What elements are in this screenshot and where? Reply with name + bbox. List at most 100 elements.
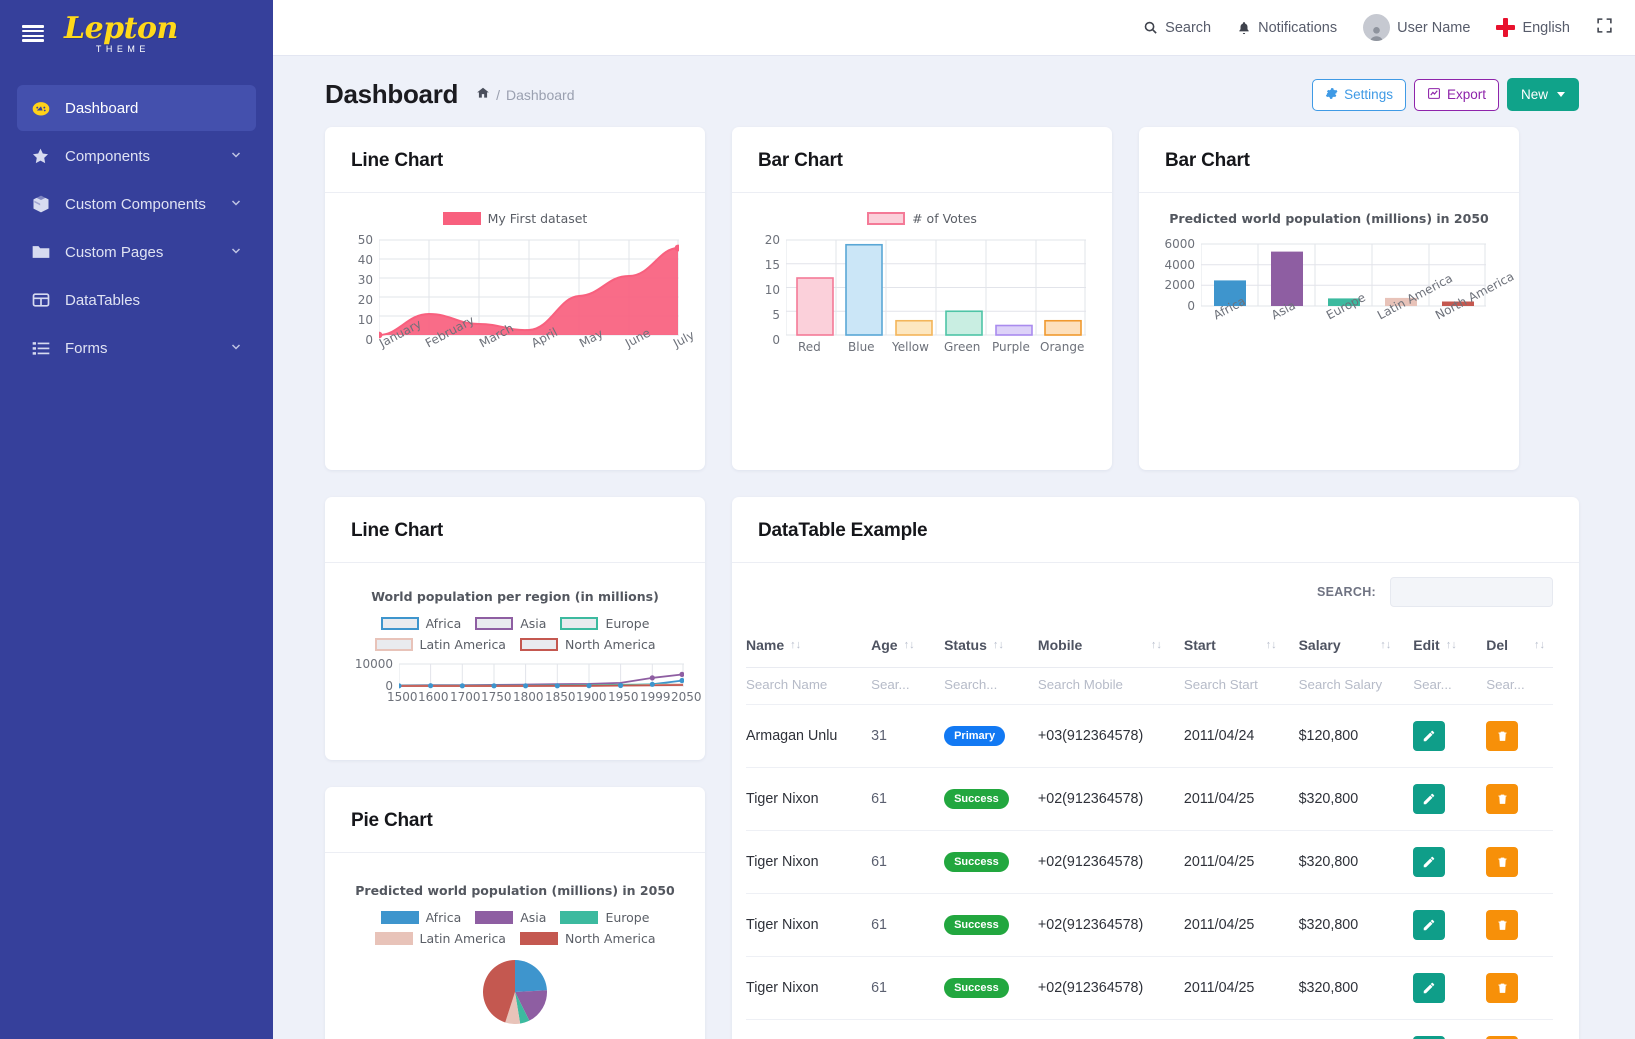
column-header-status[interactable]: Status ↑↓	[944, 625, 1038, 668]
card-bar-chart-2: Bar Chart Predicted world population (mi…	[1139, 127, 1519, 470]
legend-swatch	[475, 617, 514, 630]
settings-button[interactable]: Settings	[1312, 78, 1406, 111]
column-header-start[interactable]: Start ↑↓	[1183, 625, 1299, 668]
trash-icon[interactable]	[1486, 847, 1519, 877]
legend-item: Asia	[475, 910, 546, 925]
divider	[325, 192, 705, 193]
filter-cell-del[interactable]: Sear...	[1486, 667, 1553, 705]
column-header-salary[interactable]: Salary ↑↓	[1298, 625, 1414, 668]
new-button[interactable]: New	[1506, 78, 1579, 111]
sidebar: Lepton THEME Dashboard Components Custom…	[0, 0, 273, 1039]
sidebar-item-label: Dashboard	[65, 99, 139, 117]
sidebar-item-custom-components[interactable]: Custom Components	[17, 181, 256, 227]
chevron-down-icon[interactable]	[230, 196, 242, 213]
cell-status: Success	[944, 893, 1038, 957]
filter-cell-name[interactable]: Search Name	[746, 667, 872, 705]
breadcrumb-separator: /	[496, 86, 500, 103]
home-icon[interactable]	[476, 86, 490, 103]
sidebar-item-label: Custom Pages	[65, 243, 164, 261]
column-header-edit[interactable]: Edit ↑↓	[1413, 625, 1487, 668]
legend-label: Asia	[520, 616, 547, 631]
cell-status: Success	[944, 767, 1038, 831]
pencil-icon[interactable]	[1413, 1036, 1446, 1039]
column-header-name[interactable]: Name ↑↓	[746, 625, 872, 668]
filter-placeholder: Search Mobile	[1037, 677, 1123, 692]
legend-item: North America	[519, 931, 655, 946]
pencil-icon[interactable]	[1413, 910, 1446, 940]
cell-mobile: +02(912364578)	[1037, 767, 1184, 831]
chevron-down-icon[interactable]	[230, 340, 242, 357]
trash-icon[interactable]	[1486, 973, 1519, 1003]
notifications-button[interactable]: Notifications	[1237, 20, 1337, 36]
legend-swatch	[380, 617, 419, 630]
column-header-del[interactable]: Del ↑↓	[1486, 625, 1553, 668]
trash-icon[interactable]	[1486, 784, 1519, 814]
table-row: Tiger Nixon61Success+02(912364578)2011/0…	[746, 1019, 1553, 1039]
datatable-head: Name ↑↓ Age ↑↓ Status ↑↓ Mobile ↑↓ Start ↑↓ S…	[746, 625, 1553, 705]
filter-cell-mobile[interactable]: Search Mobile	[1037, 667, 1184, 705]
card-title: Bar Chart	[758, 150, 843, 171]
chevron-down-icon[interactable]	[230, 244, 242, 261]
pencil-icon[interactable]	[1413, 847, 1446, 877]
filter-placeholder: Search...	[944, 677, 998, 692]
column-header-mobile[interactable]: Mobile ↑↓	[1037, 625, 1184, 668]
cell-salary: $320,800	[1298, 893, 1414, 957]
chevron-down-icon[interactable]	[230, 148, 242, 165]
star-icon	[31, 147, 65, 166]
cell-status: Primary	[944, 704, 1038, 768]
cell-status: Success	[944, 956, 1038, 1020]
language-label: English	[1522, 19, 1570, 36]
pencil-icon[interactable]	[1413, 721, 1446, 751]
cell-start: 2011/04/24	[1183, 704, 1299, 768]
sidebar-item-datatables[interactable]: DataTables	[17, 277, 256, 323]
app-logo[interactable]: Lepton THEME	[64, 13, 178, 54]
filter-cell-status[interactable]: Search...	[944, 667, 1038, 705]
card-title: Line Chart	[351, 150, 443, 171]
cell-start: 2011/04/25	[1183, 767, 1299, 831]
export-button[interactable]: Export	[1413, 78, 1499, 111]
avatar	[1363, 14, 1391, 41]
language-selector[interactable]: English	[1496, 18, 1570, 37]
legend-swatch	[560, 911, 599, 924]
sidebar-item-dashboard[interactable]: Dashboard	[17, 85, 256, 131]
card-title: DataTable Example	[758, 520, 928, 541]
pencil-icon[interactable]	[1413, 784, 1446, 814]
legend-swatch	[475, 911, 514, 924]
dashboard-icon	[31, 98, 65, 118]
filter-cell-edit[interactable]: Sear...	[1413, 667, 1487, 705]
search-label: SEARCH:	[1316, 585, 1376, 599]
column-label: Mobile	[1037, 637, 1083, 653]
sidebar-item-label: DataTables	[65, 291, 141, 309]
sidebar-item-custom-pages[interactable]: Custom Pages	[17, 229, 256, 275]
menu-toggle-icon[interactable]	[22, 25, 44, 42]
column-header-age[interactable]: Age ↑↓	[871, 625, 945, 668]
expand-icon[interactable]	[1596, 17, 1613, 39]
datatable-wrapper: Name ↑↓ Age ↑↓ Status ↑↓ Mobile ↑↓ Start ↑↓ S…	[732, 625, 1579, 1039]
filter-placeholder: Sear...	[1413, 677, 1452, 692]
page-title: Dashboard	[325, 79, 459, 109]
filter-cell-age[interactable]: Sear...	[871, 667, 945, 705]
legend-item: Latin America	[374, 931, 506, 946]
column-label: Del	[1486, 637, 1509, 653]
filter-cell-salary[interactable]: Search Salary	[1298, 667, 1414, 705]
sort-icon: ↑↓	[1534, 638, 1545, 651]
datatable-search-input[interactable]	[1390, 577, 1553, 607]
search-button[interactable]: Search	[1143, 20, 1211, 36]
sidebar-item-forms[interactable]: Forms	[17, 325, 256, 371]
legend-label: My First dataset	[487, 211, 588, 226]
card-body: My First dataset 50 40 30 20 10 0	[325, 193, 705, 418]
user-menu[interactable]: User Name	[1363, 14, 1470, 41]
sidebar-item-components[interactable]: Components	[17, 133, 256, 179]
pencil-icon[interactable]	[1413, 973, 1446, 1003]
folder-icon	[31, 242, 65, 262]
filter-cell-start[interactable]: Search Start	[1183, 667, 1299, 705]
status-badge: Success	[944, 852, 1009, 872]
status-badge: Success	[944, 789, 1009, 809]
trash-icon[interactable]	[1486, 910, 1519, 940]
sort-icon: ↑↓	[903, 638, 915, 651]
trash-icon[interactable]	[1486, 721, 1519, 751]
trash-icon[interactable]	[1486, 1036, 1519, 1039]
